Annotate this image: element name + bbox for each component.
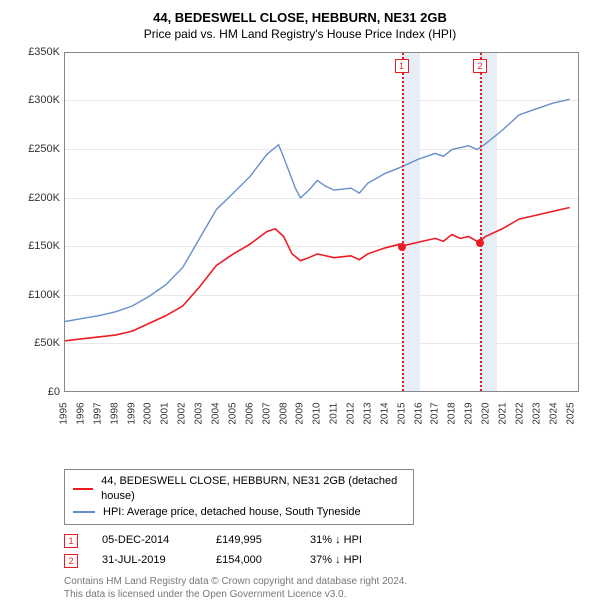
xtick-label: 2005 — [227, 398, 238, 428]
xtick-label: 2025 — [565, 398, 576, 428]
price-dot — [398, 243, 406, 251]
page-subtitle: Price paid vs. HM Land Registry's House … — [14, 27, 586, 41]
event-marker: 1 — [395, 59, 409, 73]
series-hpi — [65, 99, 570, 321]
xtick-label: 2006 — [244, 398, 255, 428]
transaction-delta: 31% ↓ HPI — [310, 531, 362, 551]
xtick-label: 2013 — [362, 398, 373, 428]
legend-label: HPI: Average price, detached house, Sout… — [103, 505, 361, 520]
price-dot — [476, 239, 484, 247]
xtick-label: 2008 — [278, 398, 289, 428]
ytick-label: £300K — [14, 94, 60, 106]
footer-line-1: Contains HM Land Registry data © Crown c… — [64, 575, 586, 588]
transaction-delta: 37% ↓ HPI — [310, 551, 362, 571]
ytick-label: £50K — [14, 337, 60, 349]
transaction-price: £149,995 — [216, 531, 286, 551]
ytick-label: £100K — [14, 289, 60, 301]
event-marker: 2 — [473, 59, 487, 73]
ytick-label: £250K — [14, 143, 60, 155]
legend-label: 44, BEDESWELL CLOSE, HEBBURN, NE31 2GB (… — [101, 474, 405, 505]
xtick-label: 2019 — [464, 398, 475, 428]
xtick-label: 2003 — [194, 398, 205, 428]
xtick-label: 1995 — [59, 398, 70, 428]
legend-swatch — [73, 511, 95, 513]
event-vline — [480, 53, 482, 391]
ytick-label: £150K — [14, 240, 60, 252]
xtick-label: 2021 — [498, 398, 509, 428]
ytick-label: £350K — [14, 46, 60, 58]
ytick-label: £200K — [14, 192, 60, 204]
page-title: 44, BEDESWELL CLOSE, HEBBURN, NE31 2GB — [14, 10, 586, 27]
xtick-label: 2001 — [160, 398, 171, 428]
chart-container: 44, BEDESWELL CLOSE, HEBBURN, NE31 2GB P… — [0, 0, 600, 560]
xtick-label: 2024 — [548, 398, 559, 428]
xtick-label: 2000 — [143, 398, 154, 428]
footer-line-2: This data is licensed under the Open Gov… — [64, 588, 586, 601]
xtick-label: 2007 — [261, 398, 272, 428]
xtick-label: 2017 — [430, 398, 441, 428]
xtick-label: 2002 — [177, 398, 188, 428]
chart-area: £0£50K£100K£150K£200K£250K£300K£350K 12 … — [14, 47, 586, 427]
transaction-table: 1 05-DEC-2014 £149,995 31% ↓ HPI 2 31-JUL-201… — [64, 531, 586, 571]
ytick-label: £0 — [14, 386, 60, 398]
xtick-label: 2009 — [295, 398, 306, 428]
xtick-label: 2023 — [531, 398, 542, 428]
transaction-marker: 2 — [64, 554, 78, 568]
transaction-marker: 1 — [64, 534, 78, 548]
xtick-label: 2012 — [346, 398, 357, 428]
xtick-label: 2010 — [312, 398, 323, 428]
transaction-row: 2 31-JUL-2019 £154,000 37% ↓ HPI — [64, 551, 586, 571]
xtick-label: 2014 — [379, 398, 390, 428]
legend-item: 44, BEDESWELL CLOSE, HEBBURN, NE31 2GB (… — [73, 474, 405, 505]
footer: Contains HM Land Registry data © Crown c… — [64, 575, 586, 601]
legend-swatch — [73, 488, 93, 490]
xtick-label: 2004 — [210, 398, 221, 428]
transaction-date: 05-DEC-2014 — [102, 531, 192, 551]
event-vline — [402, 53, 404, 391]
transaction-price: £154,000 — [216, 551, 286, 571]
xtick-label: 2015 — [396, 398, 407, 428]
plot-area: 12 — [64, 52, 579, 392]
legend: 44, BEDESWELL CLOSE, HEBBURN, NE31 2GB (… — [64, 469, 414, 525]
series-price_paid — [65, 207, 570, 340]
legend-item: HPI: Average price, detached house, Sout… — [73, 505, 405, 520]
xtick-label: 1999 — [126, 398, 137, 428]
xtick-label: 2011 — [329, 398, 340, 428]
transaction-row: 1 05-DEC-2014 £149,995 31% ↓ HPI — [64, 531, 586, 551]
transaction-date: 31-JUL-2019 — [102, 551, 192, 571]
xtick-label: 2018 — [447, 398, 458, 428]
xtick-label: 2020 — [481, 398, 492, 428]
xtick-label: 2022 — [514, 398, 525, 428]
xtick-label: 2016 — [413, 398, 424, 428]
xtick-label: 1996 — [75, 398, 86, 428]
xtick-label: 1998 — [109, 398, 120, 428]
xtick-label: 1997 — [92, 398, 103, 428]
